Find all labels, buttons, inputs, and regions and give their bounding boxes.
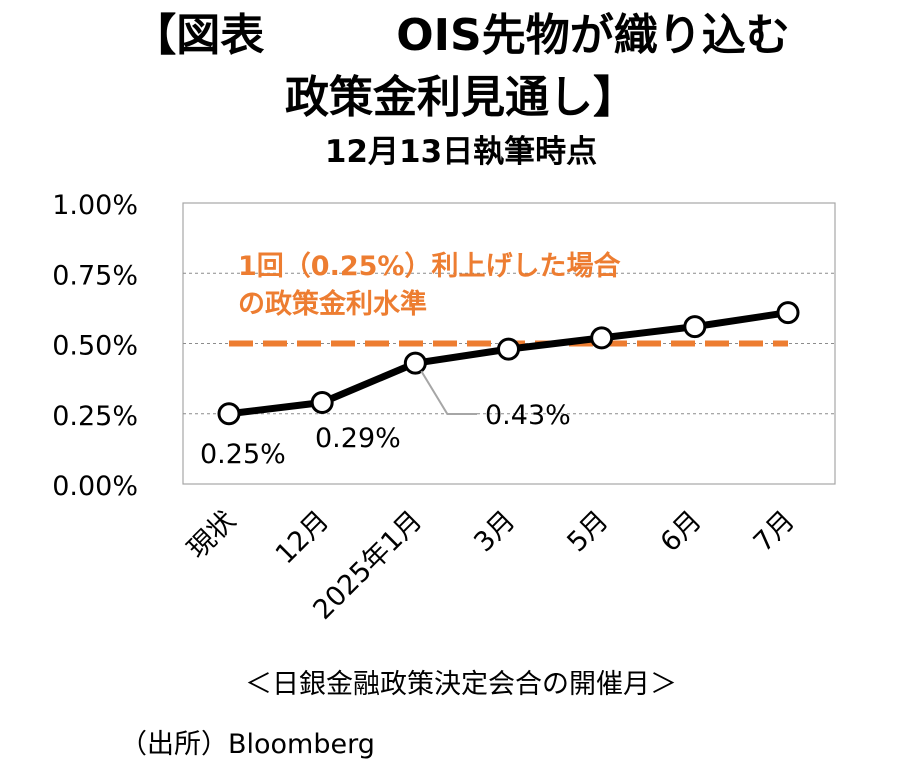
x-tick-label: 5月	[561, 505, 614, 558]
y-tick-label: 1.00%	[52, 190, 138, 221]
x-tick-label: 現状	[182, 505, 242, 565]
x-tick-label: 3月	[468, 505, 521, 558]
data-point	[217, 402, 241, 426]
y-tick-label: 0.75%	[52, 260, 138, 291]
x-tick-label: 7月	[748, 505, 801, 558]
x-tick-label: 12月	[270, 505, 335, 570]
y-tick-label: 0.00%	[52, 471, 138, 502]
data-label: 0.43%	[485, 400, 571, 431]
data-label-leader-line	[420, 370, 477, 415]
data-label: 0.29%	[315, 423, 401, 454]
reference-label-line2: の政策金利水準	[238, 288, 427, 320]
data-point	[310, 391, 334, 415]
chart-subtitle: 12月13日執筆時点	[324, 134, 598, 170]
data-point	[776, 301, 800, 325]
source-note: （出所）Bloomberg	[120, 729, 375, 760]
data-label: 0.25%	[200, 439, 286, 470]
data-point	[497, 337, 520, 361]
data-point	[590, 326, 614, 350]
y-tick-label: 0.50%	[52, 331, 138, 362]
chart-title-line1: 【図表 OIS先物が織り込む	[132, 10, 790, 61]
y-tick-label: 0.25%	[52, 401, 138, 432]
chart-title-line2: 政策金利見通し】	[285, 72, 637, 123]
line-chart: 0.00% 0.25% 0.50% 0.75% 1.00% 1回（0.25%）利上げした場…	[52, 190, 836, 626]
data-point	[403, 351, 427, 375]
x-tick-label: 6月	[655, 505, 708, 558]
reference-label-line1: 1回（0.25%）利上げした場合	[238, 250, 620, 282]
data-point	[683, 315, 707, 339]
x-axis-title: ＜日銀金融政策決定会合の開催月＞	[245, 669, 677, 700]
